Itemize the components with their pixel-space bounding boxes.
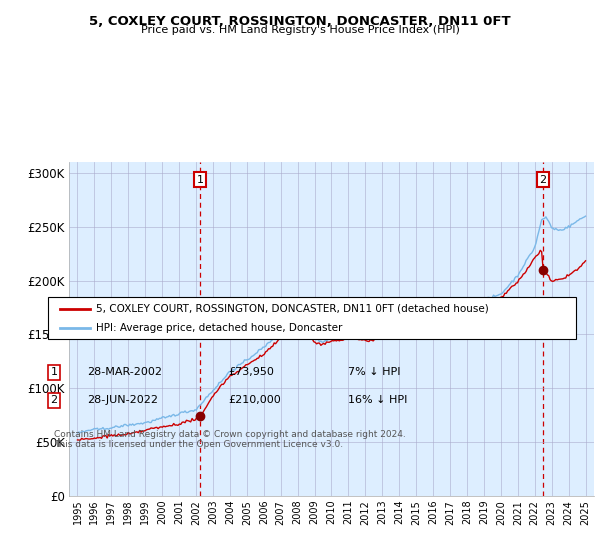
Text: Contains HM Land Registry data © Crown copyright and database right 2024.: Contains HM Land Registry data © Crown c…	[54, 430, 406, 439]
Text: 1: 1	[197, 175, 203, 185]
Text: 16% ↓ HPI: 16% ↓ HPI	[348, 395, 407, 405]
Text: £73,950: £73,950	[228, 367, 274, 377]
Text: This data is licensed under the Open Government Licence v3.0.: This data is licensed under the Open Gov…	[54, 440, 343, 449]
Text: 2: 2	[539, 175, 547, 185]
Text: 7% ↓ HPI: 7% ↓ HPI	[348, 367, 401, 377]
Text: HPI: Average price, detached house, Doncaster: HPI: Average price, detached house, Donc…	[96, 323, 343, 333]
Text: 2: 2	[50, 395, 58, 405]
Text: 1: 1	[50, 367, 58, 377]
Text: 5, COXLEY COURT, ROSSINGTON, DONCASTER, DN11 0FT (detached house): 5, COXLEY COURT, ROSSINGTON, DONCASTER, …	[96, 304, 489, 314]
Text: 28-JUN-2022: 28-JUN-2022	[87, 395, 158, 405]
Text: Price paid vs. HM Land Registry's House Price Index (HPI): Price paid vs. HM Land Registry's House …	[140, 25, 460, 35]
Text: £210,000: £210,000	[228, 395, 281, 405]
Text: 28-MAR-2002: 28-MAR-2002	[87, 367, 162, 377]
Text: 5, COXLEY COURT, ROSSINGTON, DONCASTER, DN11 0FT: 5, COXLEY COURT, ROSSINGTON, DONCASTER, …	[89, 15, 511, 27]
